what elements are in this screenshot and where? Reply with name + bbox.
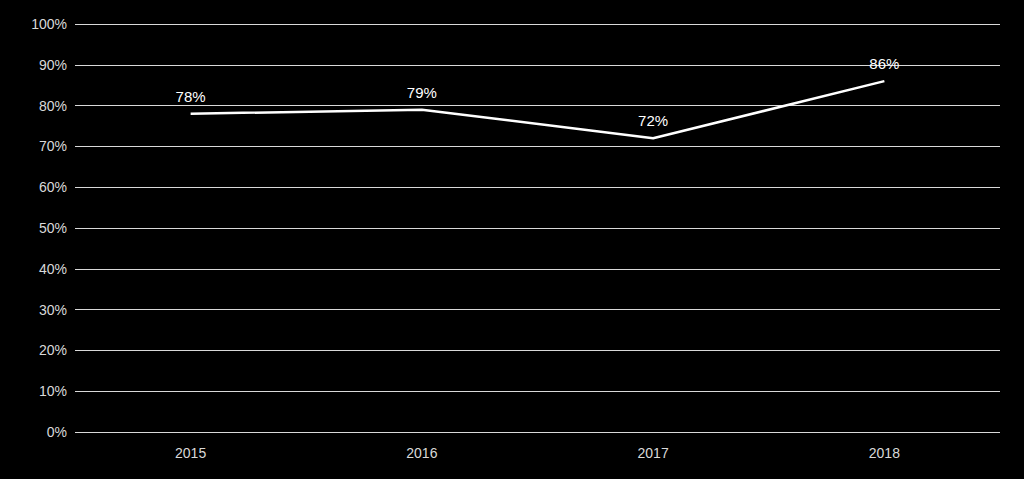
svg-text:78%: 78% [176,88,206,105]
svg-text:50%: 50% [39,220,67,236]
svg-text:90%: 90% [39,57,67,73]
svg-text:2016: 2016 [406,445,437,461]
svg-text:86%: 86% [869,55,899,72]
svg-text:100%: 100% [31,16,67,32]
svg-text:40%: 40% [39,261,67,277]
svg-text:2015: 2015 [175,445,206,461]
svg-text:80%: 80% [39,98,67,114]
svg-text:72%: 72% [638,112,668,129]
svg-text:10%: 10% [39,383,67,399]
svg-text:60%: 60% [39,179,67,195]
svg-text:30%: 30% [39,302,67,318]
svg-text:2018: 2018 [869,445,900,461]
svg-text:70%: 70% [39,138,67,154]
svg-text:79%: 79% [407,84,437,101]
svg-text:2017: 2017 [638,445,669,461]
svg-text:0%: 0% [47,424,67,440]
svg-text:20%: 20% [39,342,67,358]
